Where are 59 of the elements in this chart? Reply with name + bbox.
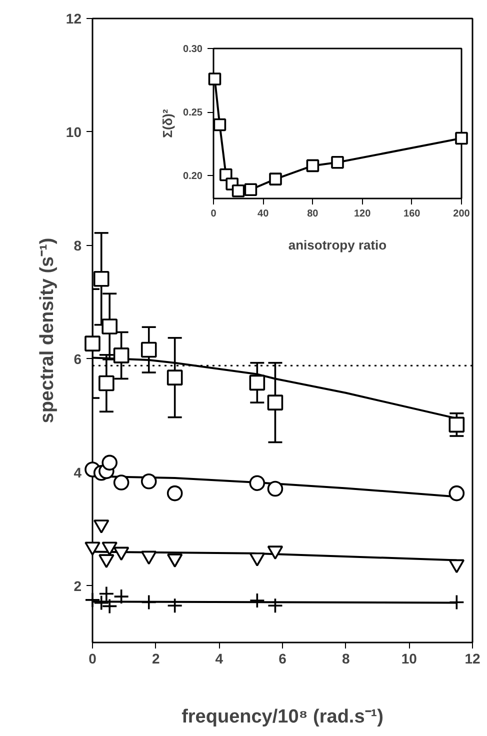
x-axis-title: frequency/10⁸ (rad.s⁻¹) — [182, 706, 384, 728]
point — [267, 480, 284, 497]
x-axis-title: anisotropy ratio — [288, 238, 387, 252]
point — [166, 370, 183, 386]
y-tick-label: 12 — [66, 10, 82, 26]
point — [244, 183, 258, 196]
point — [455, 132, 468, 145]
point — [93, 270, 110, 287]
x-tick-label: 12 — [464, 650, 480, 666]
point — [102, 318, 118, 334]
point — [98, 375, 114, 392]
y-tick-label: 6 — [74, 350, 82, 367]
x-tick-label: 200 — [453, 208, 470, 220]
x-tick-label: 120 — [354, 208, 372, 220]
point — [208, 72, 222, 86]
y-tick-label: 8 — [74, 237, 82, 254]
point — [448, 485, 465, 502]
y-tick-label: 4 — [74, 464, 82, 480]
x-tick-label: 6 — [278, 650, 287, 666]
point — [113, 588, 130, 604]
point — [249, 592, 266, 608]
point — [267, 394, 284, 410]
x-tick-label: 2 — [152, 650, 160, 666]
point — [113, 348, 130, 364]
y-tick-label: 2 — [74, 578, 82, 594]
x-tick-label: 0 — [210, 208, 217, 220]
y-tick-label: 0.30 — [183, 44, 203, 55]
x-tick-label: 8 — [342, 650, 350, 666]
point — [448, 416, 465, 433]
x-tick-label: 80 — [307, 208, 319, 220]
x-tick-label: 0 — [88, 650, 97, 666]
point — [113, 474, 130, 490]
y-axis-title: spectral density (s⁻¹) — [36, 238, 58, 424]
point — [267, 598, 284, 614]
point — [213, 118, 226, 132]
y-tick-label: 0.25 — [183, 108, 203, 119]
point — [84, 336, 100, 352]
x-tick-label: 10 — [401, 650, 418, 666]
point — [166, 598, 183, 614]
y-axis-title: Σ(δ)² — [160, 108, 176, 138]
x-tick-label: 4 — [215, 650, 224, 666]
point — [232, 184, 245, 198]
point — [249, 475, 266, 491]
point — [140, 342, 157, 358]
point — [84, 592, 100, 608]
point — [331, 156, 344, 169]
point — [166, 485, 183, 502]
point — [249, 374, 266, 391]
point — [448, 594, 465, 610]
point — [140, 594, 157, 610]
point — [306, 159, 320, 172]
point — [102, 598, 118, 614]
y-tick-label: 10 — [66, 124, 82, 140]
x-tick-label: 40 — [258, 208, 270, 220]
x-tick-label: 160 — [404, 208, 421, 220]
point — [269, 172, 282, 186]
point — [102, 454, 118, 471]
y-tick-label: 0.20 — [183, 171, 203, 182]
point — [140, 474, 157, 490]
